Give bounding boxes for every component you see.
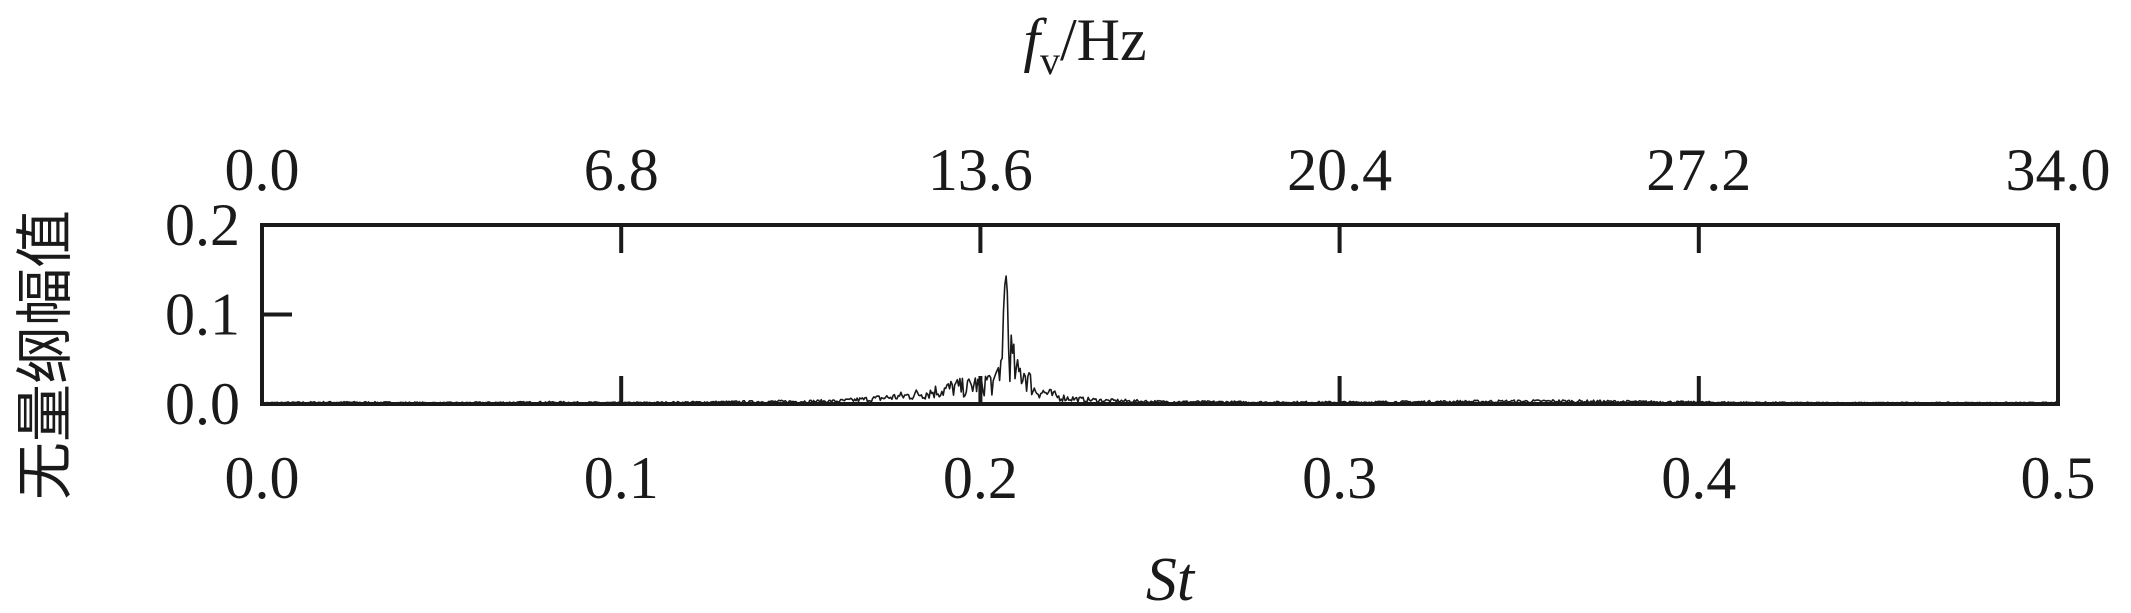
tick-labels: 0.0 0.1 0.2 0.3 0.4 0.5 0.0 6.8 13.6 20.4 27.2 34.0… <box>165 137 2111 511</box>
y-tick-label: 0.1 <box>165 282 240 348</box>
y-axis-label: 无量纲幅值 <box>11 210 79 500</box>
y-tick-label: 0.0 <box>165 371 240 437</box>
axis-ticks <box>262 225 1701 404</box>
top-axis-label-unit: /Hz <box>1060 7 1147 73</box>
x-tick-label: 0.1 <box>584 445 659 511</box>
y-tick-label: 0.2 <box>165 192 240 258</box>
x2-tick-label: 20.4 <box>1287 137 1392 203</box>
x-tick-label: 0.4 <box>1661 445 1736 511</box>
x2-tick-label: 0.0 <box>225 137 300 203</box>
y-axis-label-text: 无量纲幅值 <box>11 210 79 500</box>
plot-frame <box>260 223 2060 406</box>
x-tick-label: 0.3 <box>1302 445 1377 511</box>
spectrum-trace <box>261 275 2059 405</box>
x-tick-label: 0.0 <box>225 445 300 511</box>
x-tick-label: 0.5 <box>2021 445 2096 511</box>
x2-tick-label: 34.0 <box>2006 137 2111 203</box>
top-axis-label: fv/Hz <box>1023 7 1146 83</box>
bottom-axis-label: St <box>1146 546 1196 613</box>
x-tick-label: 0.2 <box>943 445 1018 511</box>
x2-tick-label: 6.8 <box>584 137 659 203</box>
x2-tick-label: 27.2 <box>1646 137 1751 203</box>
top-axis-label-subscript: v <box>1040 38 1060 83</box>
x2-tick-label: 13.6 <box>928 137 1033 203</box>
